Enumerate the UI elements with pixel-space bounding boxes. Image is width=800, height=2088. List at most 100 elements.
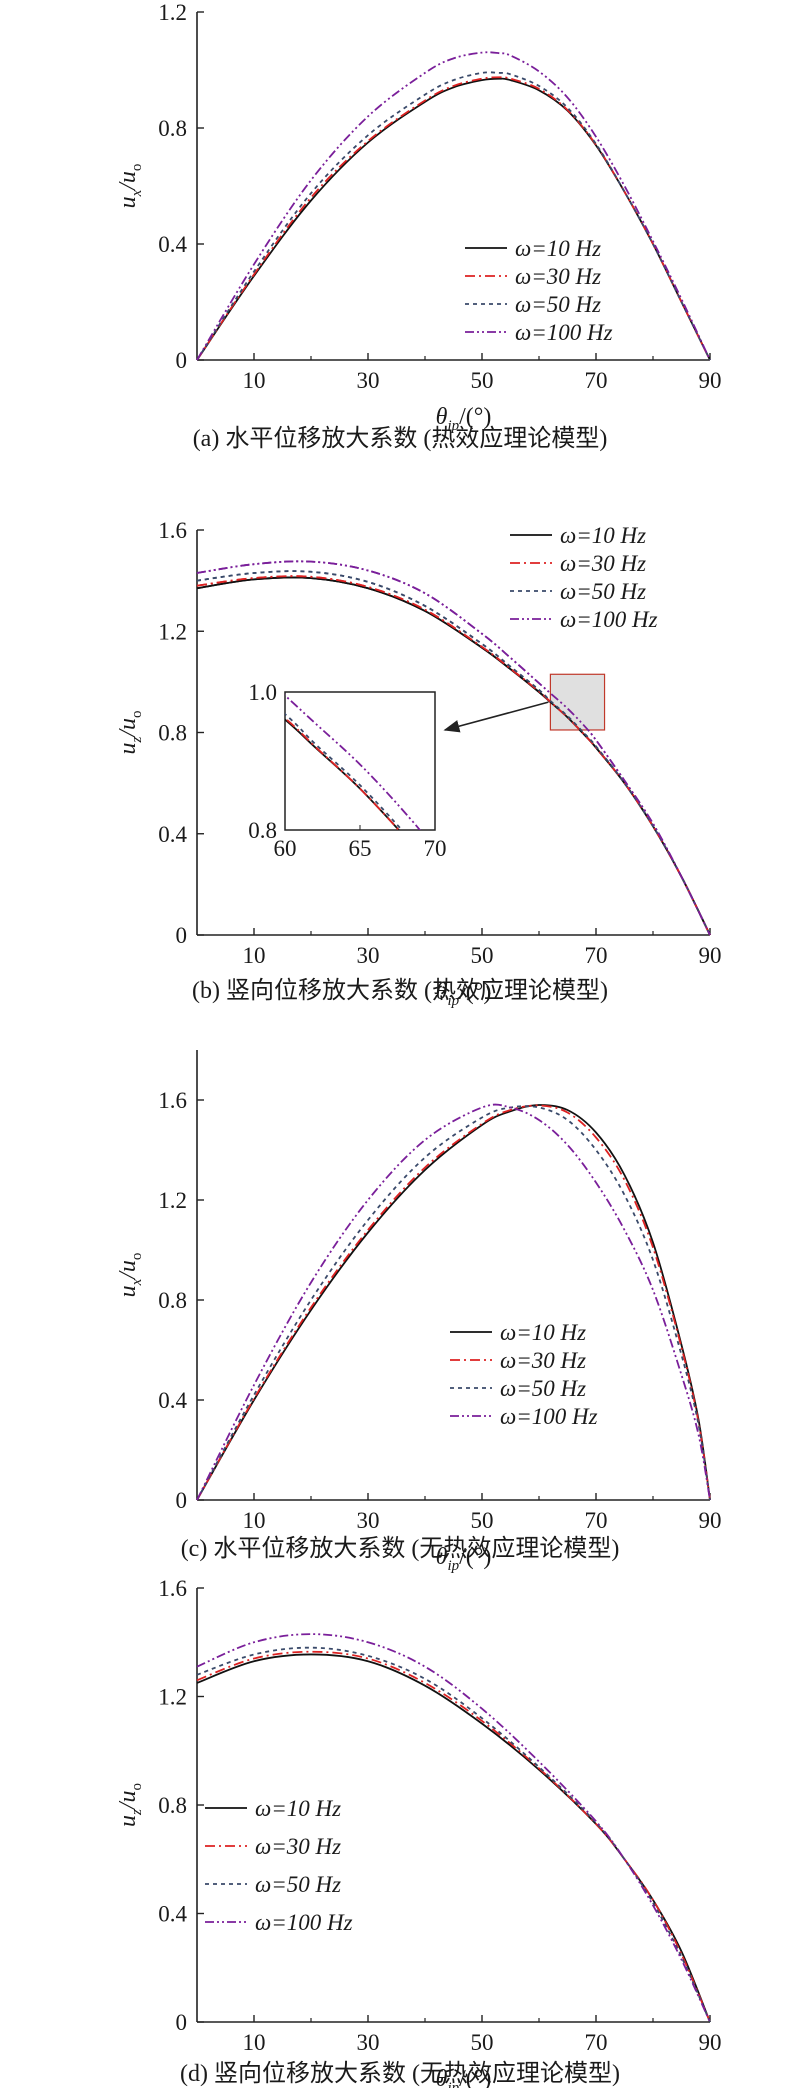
x-tick-label: 30 [357, 368, 380, 393]
x-tick-label: 90 [699, 943, 722, 968]
series-line-overlay-100hz [196, 560, 711, 936]
series-line-30hz [196, 1104, 711, 1501]
y-axis-label: ux/uo [115, 1253, 145, 1298]
y-tick-label: 1.6 [158, 518, 187, 543]
legend-label-30hz: ω=30 Hz [255, 1834, 341, 1859]
y-tick-label: 1.2 [158, 0, 187, 25]
x-tick-label: 10 [243, 2030, 266, 2055]
y-tick-label: 0.4 [158, 822, 187, 847]
zoom-arrow [443, 701, 549, 733]
y-label-den-sub: o [129, 710, 145, 718]
y-tick-label: 0.8 [158, 116, 187, 141]
caption-c: (c) 水平位移放大系数 (无热效应理论模型) [180, 1536, 620, 1562]
x-label-rest: /(°) [459, 979, 491, 1005]
legend-label-30hz: ω=30 Hz [515, 264, 601, 289]
legend-label-30hz: ω=30 Hz [500, 1348, 586, 1373]
legend-label-100hz: ω=100 Hz [515, 320, 613, 345]
chart-d: 10 30 50 70 90 0 0.4 0.8 1.2 1.6 uz/uo θip/(°) ω=10 … [115, 1576, 722, 2088]
legend-label-50hz: ω=50 Hz [255, 1872, 341, 1897]
legend-label-10hz: ω=10 Hz [560, 523, 646, 548]
x-label-sub: ip [447, 2080, 459, 2088]
x-axis-label: θip/(°) [436, 979, 492, 1009]
chart-panel-b: 10 30 50 70 90 0 0.4 0.8 1.2 1.6 uz/uo θip/(°) ω=10 … [0, 480, 800, 1020]
legend-label-50hz: ω=50 Hz [560, 579, 646, 604]
x-tick-label: 70 [585, 2030, 608, 2055]
x-label-rest: /(°) [459, 2066, 491, 2088]
inset-x-tick-label: 65 [349, 836, 372, 861]
x-tick-label: 50 [471, 1508, 494, 1533]
x-label-rest: /(°) [459, 1544, 491, 1570]
y-label-main: u [115, 1815, 141, 1827]
y-tick-label: 0 [176, 348, 188, 373]
series-line-100hz [196, 1103, 711, 1501]
series-line-30hz [196, 1650, 711, 2023]
x-tick-label: 10 [243, 943, 266, 968]
y-tick-label: 1.2 [158, 1188, 187, 1213]
legend-label-50hz: ω=50 Hz [515, 292, 601, 317]
x-tick-label: 70 [585, 1508, 608, 1533]
x-tick-label: 50 [471, 2030, 494, 2055]
y-tick-label: 0.8 [158, 721, 187, 746]
y-tick-label: 0.4 [158, 232, 187, 257]
y-tick-label: 1.6 [158, 1088, 187, 1113]
y-label-sub: x [129, 189, 145, 197]
legend-label-30hz: ω=30 Hz [560, 551, 646, 576]
inset-y-tick-label: 0.8 [248, 818, 277, 843]
chart-panel-d: 10 30 50 70 90 0 0.4 0.8 1.2 1.6 uz/uo θip/(°) ω=10 … [0, 1568, 800, 2088]
x-label-main: θ [436, 404, 448, 430]
y-label-sub: z [129, 1809, 145, 1816]
x-label-sub: ip [447, 993, 459, 1009]
inset-x-tick-label: 60 [274, 836, 297, 861]
x-tick-label: 90 [699, 1508, 722, 1533]
y-tick-label: 1.2 [158, 619, 187, 644]
y-label-main: u [115, 743, 141, 755]
x-tick-label: 10 [243, 368, 266, 393]
y-label-den: /u [115, 1260, 141, 1281]
series-line-50hz [196, 1105, 711, 1501]
y-axis-label: uz/uo [115, 1783, 145, 1827]
y-tick-label: 0 [176, 923, 188, 948]
inset-series-line-30hz [285, 717, 400, 830]
y-label-den: /u [115, 171, 141, 192]
legend-label-100hz: ω=100 Hz [560, 607, 658, 632]
y-tick-label: 0.4 [158, 1388, 187, 1413]
y-label-main: u [115, 1285, 141, 1297]
x-label-main: θ [436, 979, 448, 1005]
y-label-den: /u [115, 1790, 141, 1811]
y-axis-label: ux/uo [115, 164, 145, 209]
y-label-den: /u [115, 718, 141, 739]
legend-label-100hz: ω=100 Hz [500, 1404, 598, 1429]
x-tick-label: 90 [699, 2030, 722, 2055]
x-axis-label: θip/(°) [436, 404, 492, 434]
x-tick-label: 50 [471, 943, 494, 968]
inset-x-tick-label: 70 [424, 836, 447, 861]
x-label-main: θ [436, 2066, 448, 2088]
x-axis-label: θip/(°) [436, 2066, 492, 2088]
chart-panel-a: 10 30 50 70 90 0 0.4 0.8 1.2 ux/uo θip/(°) ω=10 Hz ω… [0, 0, 800, 470]
zoom-region-box [549, 673, 606, 731]
x-label-sub: ip [447, 418, 459, 434]
y-tick-label: 1.6 [158, 1576, 187, 1601]
caption-a: (a) 水平位移放大系数 (热效应理论模型) [192, 426, 608, 452]
caption-d: (d) 竖向位移放大系数 (无热效应理论模型) [180, 2061, 620, 2087]
y-label-sub: x [129, 1278, 145, 1286]
y-label-sub: z [129, 737, 145, 744]
y-tick-label: 0.8 [158, 1793, 187, 1818]
chart-panel-c: 10 30 50 70 90 0 0.4 0.8 1.2 1.6 ux/uo θip/(°) ω=10 … [0, 1040, 800, 1574]
x-label-rest: /(°) [459, 404, 491, 430]
x-tick-label: 30 [357, 1508, 380, 1533]
series-line-10hz [196, 1104, 711, 1501]
y-label-main: u [115, 196, 141, 208]
legend-label-10hz: ω=10 Hz [255, 1796, 341, 1821]
x-tick-label: 30 [357, 943, 380, 968]
inset-series-line-100hz [285, 694, 421, 830]
x-tick-label: 70 [585, 368, 608, 393]
series-line-30hz [196, 76, 711, 361]
x-tick-label: 30 [357, 2030, 380, 2055]
chart-b: 10 30 50 70 90 0 0.4 0.8 1.2 1.6 uz/uo θip/(°) ω=10 … [115, 518, 722, 1009]
inset-y-tick-label: 1.0 [248, 680, 277, 705]
y-label-den-sub: o [129, 1783, 145, 1791]
x-tick-label: 10 [243, 1508, 266, 1533]
legend-label-50hz: ω=50 Hz [500, 1376, 586, 1401]
series-line-50hz [196, 1646, 711, 2023]
